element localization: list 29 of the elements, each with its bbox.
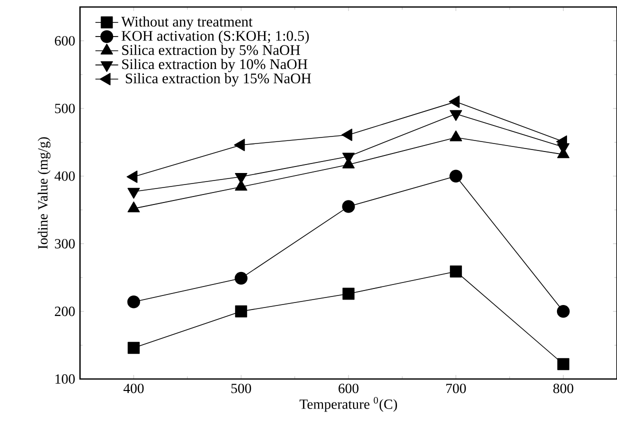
point <box>234 272 248 285</box>
point <box>448 96 460 108</box>
x-tick-label: 500 <box>231 384 252 394</box>
point <box>128 342 140 354</box>
point <box>557 358 570 370</box>
y-tick-label: 600 <box>54 36 75 46</box>
x-tick-label: 400 <box>123 384 144 394</box>
point <box>127 295 140 308</box>
y-tick-label: 200 <box>54 306 75 316</box>
legend-label: Silica extraction by 15% NaOH <box>126 73 312 86</box>
point <box>342 288 355 300</box>
x-tick-label: 700 <box>446 384 466 394</box>
x-tick-label: 600 <box>338 384 358 394</box>
legend-label: Without any treatment <box>121 16 253 30</box>
y-tick-label: 500 <box>55 104 75 114</box>
legend-label: Silica extraction by 5% NaOH <box>122 44 300 58</box>
y-tick-label: 300 <box>54 239 75 248</box>
legend-label: Silica extraction by 10% NaOH <box>122 58 308 72</box>
point <box>450 170 462 182</box>
x-tick-label: 800 <box>553 384 574 394</box>
y-tick-label: 100 <box>56 374 75 384</box>
y-tick-label: 400 <box>54 171 75 181</box>
x-axis-title: Temperature $^{0}$(C) <box>300 396 398 412</box>
y-axis-title: Iodine Value (mg/g) <box>38 137 50 249</box>
point <box>342 200 355 213</box>
point <box>450 265 462 278</box>
point <box>556 304 570 318</box>
legend-label: KOH activation (S:KOH; 1:0.5) <box>122 30 309 44</box>
point <box>235 305 248 318</box>
